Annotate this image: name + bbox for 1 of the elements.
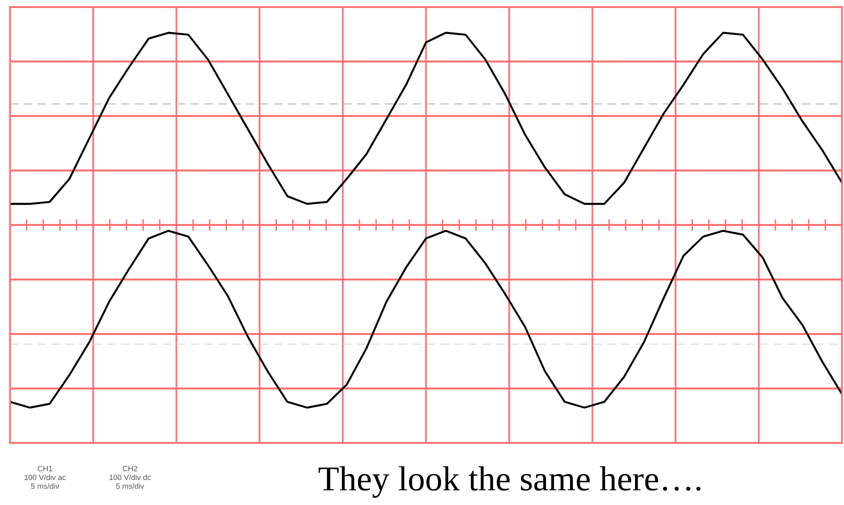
text: They look the same here….: [318, 466, 700, 498]
